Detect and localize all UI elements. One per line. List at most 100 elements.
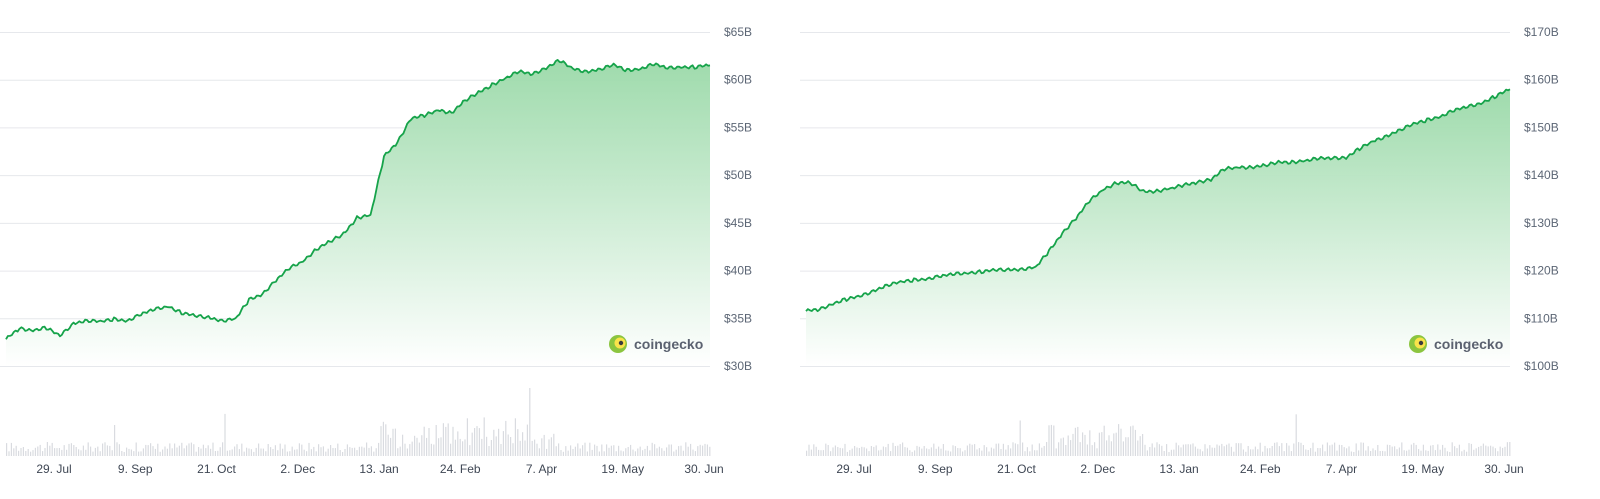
volume-bar	[1298, 442, 1300, 456]
volume-bar	[820, 450, 822, 456]
volume-bar	[1007, 445, 1009, 456]
volume-bar	[952, 445, 954, 456]
volume-bar	[306, 451, 308, 456]
volume-bar	[1012, 442, 1014, 456]
volume-bar	[459, 438, 461, 456]
volume-bar	[8, 451, 10, 456]
volume-bar	[1199, 449, 1201, 456]
volume-bar	[327, 448, 329, 456]
series-line	[5, 59, 711, 340]
volume-bar	[637, 448, 639, 456]
volume-bar	[92, 451, 94, 456]
volume-bar	[1178, 445, 1180, 456]
volume-bar	[450, 443, 452, 456]
volume-bar	[981, 450, 983, 456]
volume-bar	[382, 421, 384, 456]
volume-bar	[950, 451, 952, 456]
volume-bar	[890, 451, 892, 456]
volume-bar	[118, 444, 120, 456]
volume-bar	[1125, 437, 1127, 456]
volume-bar	[522, 432, 524, 456]
volume-bar	[685, 442, 687, 456]
volume-bar	[1019, 420, 1021, 456]
volume-bar	[565, 446, 567, 456]
volume-bar	[346, 444, 348, 456]
volume-bar	[1398, 447, 1400, 456]
volume-bar	[1350, 451, 1352, 456]
volume-bar	[70, 443, 72, 456]
volume-bar	[1154, 447, 1156, 456]
volume-bar	[366, 442, 368, 456]
volume-bar	[550, 437, 552, 456]
volume-bar	[351, 447, 353, 456]
volume-bar	[483, 417, 485, 456]
volume-bar	[1425, 450, 1427, 456]
volume-bar	[625, 448, 627, 456]
volume-bar	[618, 445, 620, 456]
volume-bar	[1209, 445, 1211, 456]
volume-bar	[1096, 448, 1098, 456]
chart-right-svg: $170B $160B $150B $140B $130B $120B $110B $100B…	[800, 25, 1559, 476]
volume-bar	[46, 442, 48, 456]
volume-bar	[342, 452, 344, 456]
volume-bar	[73, 445, 75, 456]
volume-bars	[806, 414, 1511, 456]
volume-bar	[1439, 449, 1441, 456]
volume-bar	[1211, 447, 1213, 456]
volume-bar	[39, 444, 41, 456]
volume-bar	[498, 428, 500, 456]
volume-bar	[1158, 444, 1160, 456]
volume-bar	[1266, 448, 1268, 456]
volume-bar	[282, 448, 284, 456]
volume-bar	[1379, 451, 1381, 456]
volume-bar	[1017, 444, 1019, 456]
volume-bar	[1360, 442, 1362, 456]
volume-bar	[294, 449, 296, 456]
x-tick-label: 21. Oct	[997, 462, 1036, 476]
volume-bar	[164, 446, 166, 456]
x-tick-label: 13. Jan	[1159, 462, 1198, 476]
volume-bar	[289, 451, 291, 456]
volume-bar	[978, 448, 980, 456]
volume-bar	[1463, 449, 1465, 456]
volume-bar	[538, 448, 540, 456]
y-tick-label: $30B	[724, 359, 752, 373]
area-fill	[806, 89, 1510, 367]
volume-bar	[512, 443, 514, 456]
volume-bar	[1106, 440, 1108, 456]
volume-bar	[500, 444, 502, 456]
volume-bar	[270, 447, 272, 456]
volume-bar	[1082, 432, 1084, 456]
volume-bar	[1384, 451, 1386, 456]
volume-bars	[6, 388, 711, 456]
volume-bar	[1197, 448, 1199, 456]
volume-bar	[1074, 427, 1076, 456]
volume-bar	[1127, 437, 1129, 456]
volume-bar	[1091, 445, 1093, 456]
market-cap-chart-left: $65B $60B $55B $50B $45B $40B $35B $30B 29. Jul 9…	[0, 0, 780, 499]
volume-bar	[438, 438, 440, 456]
y-tick-label: $170B	[1524, 25, 1559, 39]
volume-bar	[373, 451, 375, 456]
volume-bar	[854, 446, 856, 456]
volume-bar	[572, 449, 574, 456]
volume-bar	[813, 444, 815, 456]
volume-bar	[694, 451, 696, 456]
volume-bar	[133, 451, 135, 456]
volume-bar	[1343, 447, 1345, 456]
volume-bar	[368, 447, 370, 456]
volume-bar	[1456, 448, 1458, 456]
y-tick-label: $40B	[724, 264, 752, 278]
volume-bar	[962, 451, 964, 456]
volume-bar	[1122, 441, 1124, 456]
volume-bar	[301, 444, 303, 456]
volume-bar	[1466, 451, 1468, 456]
volume-bar	[490, 440, 492, 456]
volume-bar	[830, 451, 832, 456]
volume-bar	[82, 445, 84, 456]
volume-bar	[493, 429, 495, 456]
volume-bar	[162, 449, 164, 456]
volume-bar	[868, 451, 870, 456]
volume-bar	[639, 446, 641, 456]
volume-bar	[1442, 444, 1444, 456]
